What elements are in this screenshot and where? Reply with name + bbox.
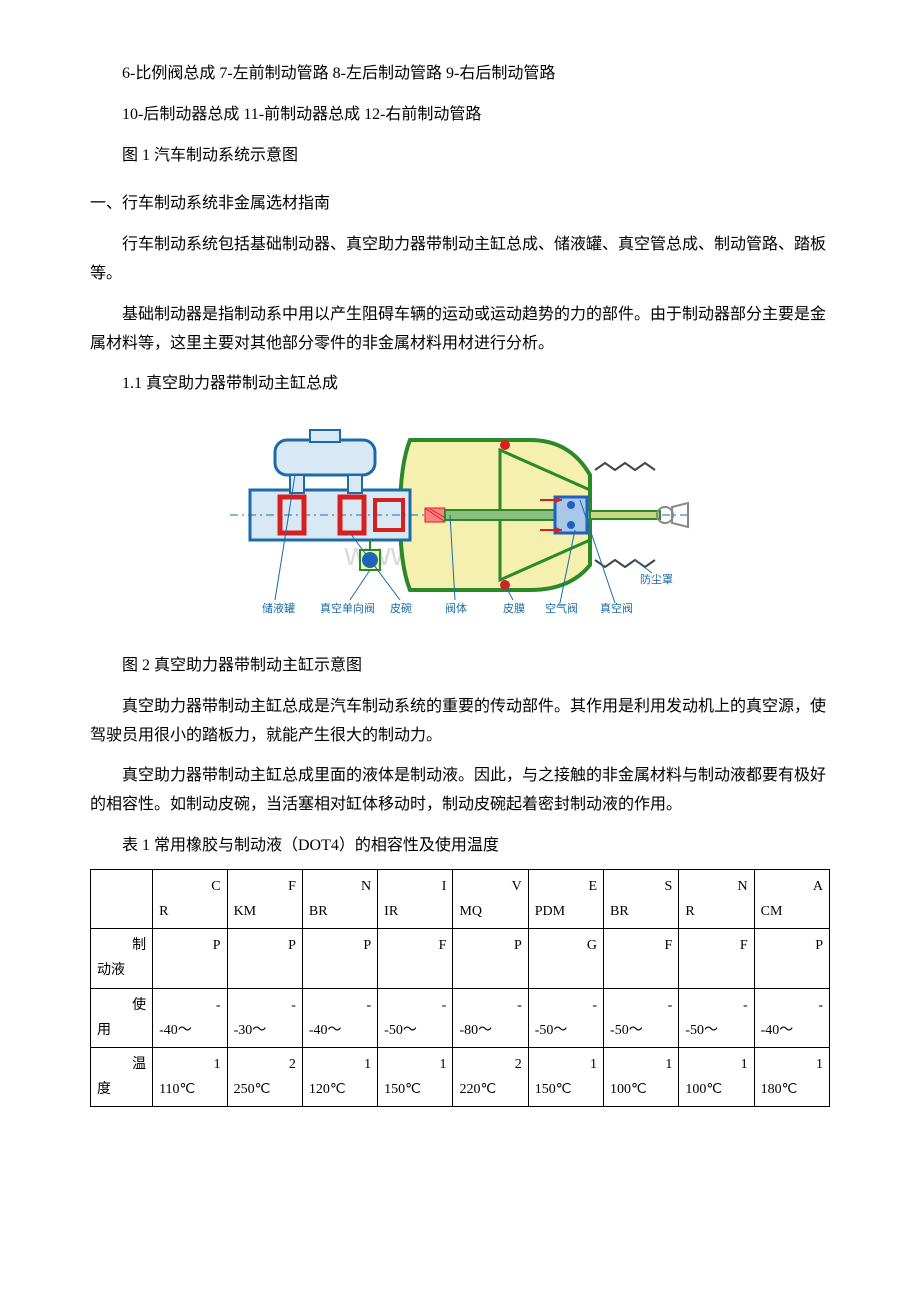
para-p4: 真空助力器带制动主缸总成里面的液体是制动液。因此，与之接触的非金属材料与制动液都…: [90, 762, 830, 820]
table-cell: F: [378, 929, 453, 988]
table-cell: G: [528, 929, 603, 988]
table-cell: --50～: [378, 988, 453, 1047]
table-cell: NBR: [302, 869, 377, 928]
table-cell: --50～: [604, 988, 679, 1047]
table-cell: 1120℃: [302, 1047, 377, 1106]
table-cell: --40～: [153, 988, 227, 1047]
spring-top: [595, 463, 655, 470]
label-valve-body: 阀体: [445, 601, 467, 615]
rubber-compatibility-table: CR FKM NBR IIR VMQ EPDM SBR NR ACM 制动液 P…: [90, 869, 830, 1108]
table-cell: --40～: [754, 988, 829, 1047]
table-cell: 1110℃: [153, 1047, 227, 1106]
table-cell: ACM: [754, 869, 829, 928]
table-cell: F: [604, 929, 679, 988]
table-cell: SBR: [604, 869, 679, 928]
table-row-temp-low: 使用 --40～ --30～ --40～ --50～ --80～ --50～ -…: [91, 988, 830, 1047]
table-cell: 1180℃: [754, 1047, 829, 1106]
para-p3: 真空助力器带制动主缸总成是汽车制动系统的重要的传动部件。其作用是利用发动机上的真…: [90, 693, 830, 751]
table-cell: VMQ: [453, 869, 528, 928]
table-cell: 2250℃: [227, 1047, 302, 1106]
legend-line-1: 6-比例阀总成 7-左前制动管路 8-左后制动管路 9-右后制动管路: [90, 60, 830, 89]
table-cell: 1100℃: [679, 1047, 754, 1106]
label-dust-cover: 防尘罩: [640, 572, 673, 586]
table-cell: [91, 869, 153, 928]
table-cell: 制动液: [91, 929, 153, 988]
table-cell: 温度: [91, 1047, 153, 1106]
label-reservoir: 储液罐: [262, 601, 295, 615]
table-header-row: CR FKM NBR IIR VMQ EPDM SBR NR ACM: [91, 869, 830, 928]
table-cell: FKM: [227, 869, 302, 928]
figure2-diagram: www.bdocx.com: [90, 415, 830, 636]
table-cell: --40～: [302, 988, 377, 1047]
table-cell: P: [453, 929, 528, 988]
reservoir: [275, 440, 375, 475]
label-vacuum-valve: 真空阀: [600, 601, 633, 615]
label-air-valve: 空气阀: [545, 601, 578, 615]
legend-line-2: 10-后制动器总成 11-前制动器总成 12-右前制动管路: [90, 101, 830, 130]
table-cell: 1150℃: [378, 1047, 453, 1106]
table-cell: --80～: [453, 988, 528, 1047]
table-cell: --50～: [528, 988, 603, 1047]
table-cell: --30～: [227, 988, 302, 1047]
table-cell: P: [754, 929, 829, 988]
label-membrane: 皮膜: [503, 602, 525, 615]
section1-title: 一、行车制动系统非金属选材指南: [90, 190, 830, 219]
table-cell: F: [679, 929, 754, 988]
table-cell: IIR: [378, 869, 453, 928]
table-cell: P: [302, 929, 377, 988]
table-cell: NR: [679, 869, 754, 928]
label-check-valve: 真空单向阀: [320, 601, 375, 615]
table-row-temp-high: 温度 1110℃ 2250℃ 1120℃ 1150℃ 2220℃ 1150℃ 1…: [91, 1047, 830, 1106]
table-cell: --50～: [679, 988, 754, 1047]
figure2-caption: 图 2 真空助力器带制动主缸示意图: [90, 652, 830, 681]
table-cell: 1150℃: [528, 1047, 603, 1106]
figure1-caption: 图 1 汽车制动系统示意图: [90, 142, 830, 171]
table-cell: EPDM: [528, 869, 603, 928]
label-cup: 皮碗: [390, 601, 412, 615]
section1-p2: 基础制动器是指制动系中用以产生阻碍车辆的运动或运动趋势的力的部件。由于制动器部分…: [90, 301, 830, 359]
table-cell: 使用: [91, 988, 153, 1047]
table-cell: 1100℃: [604, 1047, 679, 1106]
table-cell: P: [227, 929, 302, 988]
section1-sub1: 1.1 真空助力器带制动主缸总成: [90, 370, 830, 399]
table-cell: 2220℃: [453, 1047, 528, 1106]
table-cell: P: [153, 929, 227, 988]
table-cell: CR: [153, 869, 227, 928]
table-row-brakefluid: 制动液 P P P F P G F F P: [91, 929, 830, 988]
spring-bottom: [595, 560, 655, 567]
table1-caption: 表 1 常用橡胶与制动液（DOT4）的相容性及使用温度: [90, 832, 830, 861]
brake-booster-diagram-svg: www.bdocx.com: [220, 415, 700, 625]
section1-p1: 行车制动系统包括基础制动器、真空助力器带制动主缸总成、储液罐、真空管总成、制动管…: [90, 231, 830, 289]
